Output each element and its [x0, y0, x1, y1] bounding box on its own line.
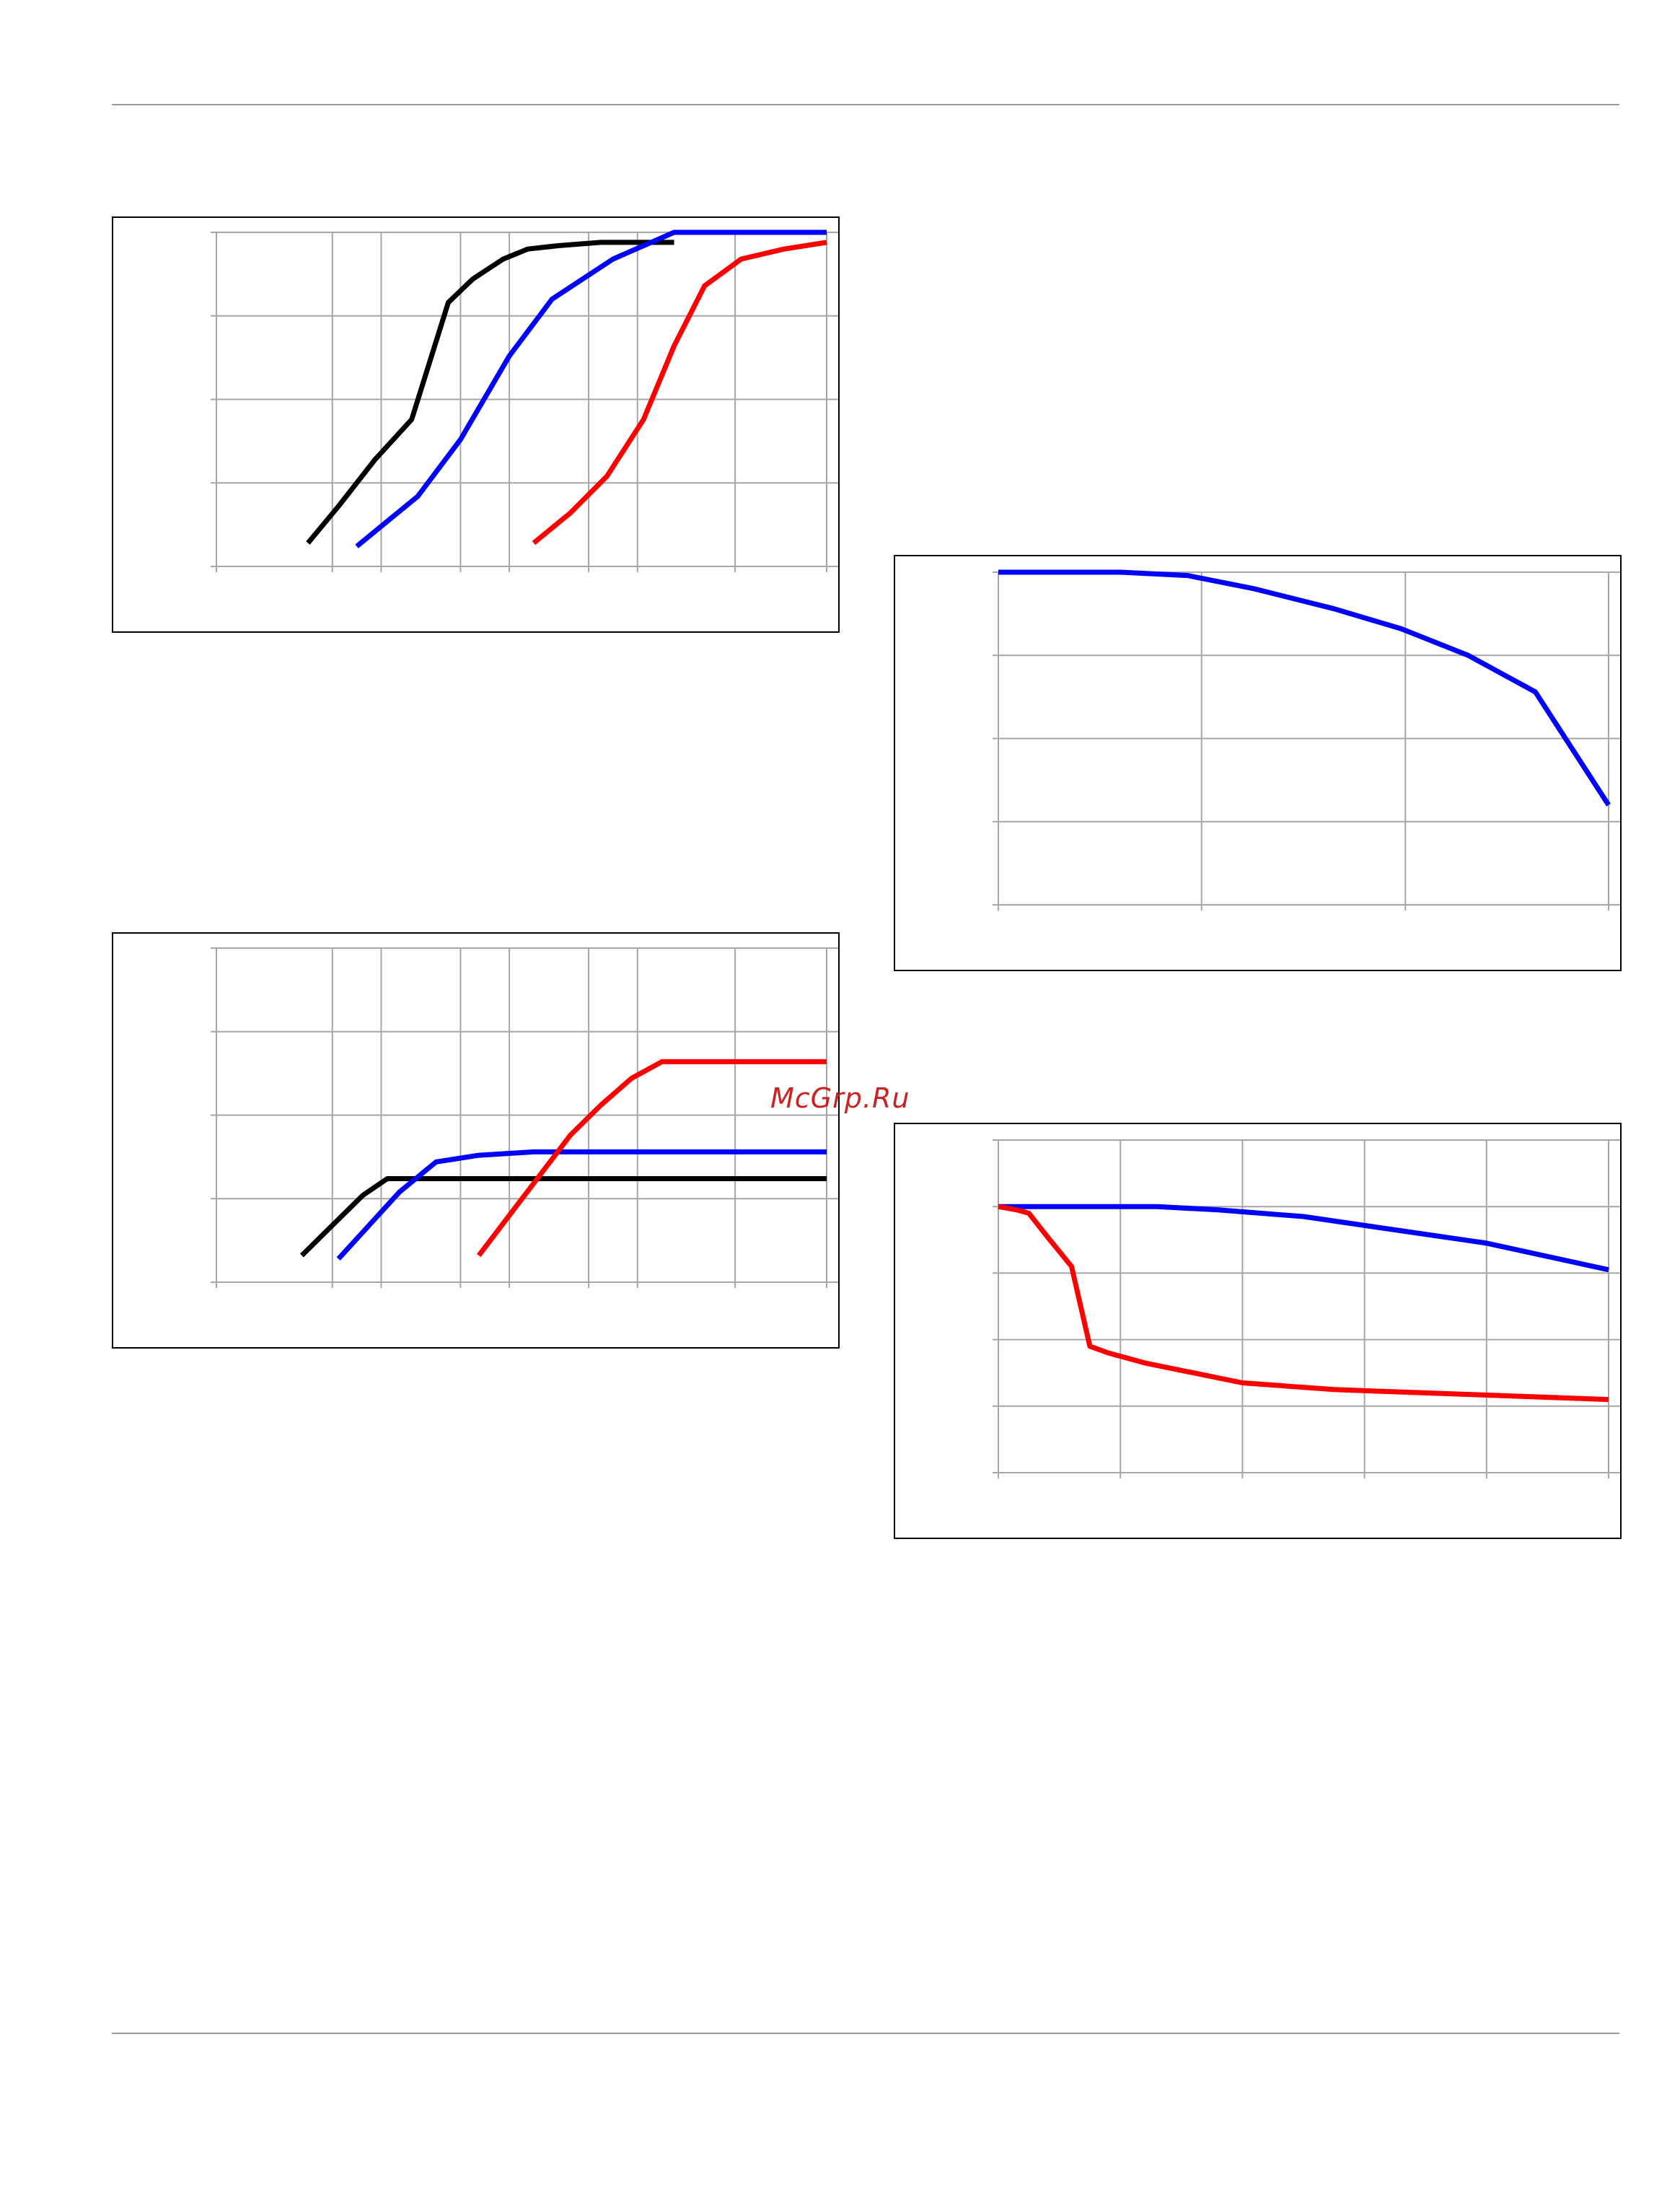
series-line-1 — [336, 1149, 827, 1261]
series-line-2 — [477, 1059, 827, 1258]
chart-svg — [993, 1139, 1620, 1478]
chart-svg — [211, 229, 838, 572]
chart-svg — [211, 947, 838, 1288]
series-line-2 — [532, 240, 827, 545]
series-line-0 — [306, 240, 674, 545]
series-line-0 — [998, 569, 1611, 807]
chart-bottom-left — [112, 932, 840, 1349]
header-rule — [112, 104, 1619, 105]
chart-top-left — [112, 216, 840, 633]
chart-bottom-right — [894, 1123, 1622, 1539]
footer-rule — [112, 2033, 1619, 2034]
chart-svg — [993, 569, 1620, 911]
series-line-1 — [355, 229, 827, 548]
watermark-text: McGrp.Ru — [770, 1082, 910, 1114]
series-line-1 — [998, 1204, 1609, 1403]
chart-top-right — [894, 555, 1622, 971]
series-line-0 — [998, 1204, 1609, 1273]
